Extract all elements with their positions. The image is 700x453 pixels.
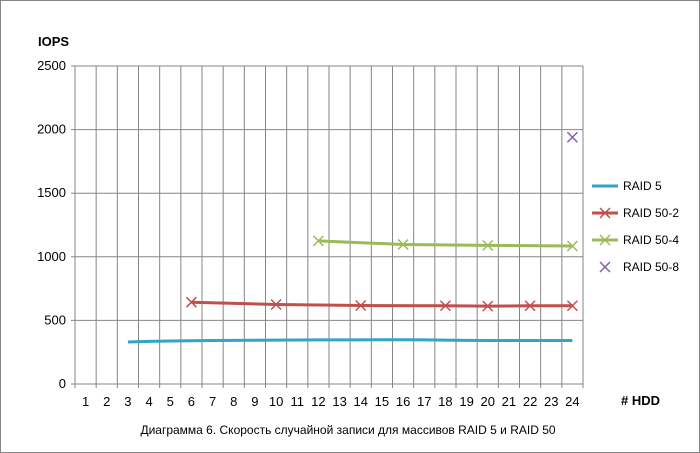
x-tick-label: 2 [103,394,110,409]
data-point-raid-50-2 [355,299,367,312]
y-tick-label: 1500 [37,185,66,200]
legend: RAID 5 RAID 50-2 RAID 50-4 RAID 50-8 [592,179,679,274]
x-tick-label: 17 [417,394,431,409]
data-point-raid-50-4 [312,235,324,247]
x-tick-label: 1 [82,394,89,409]
data-point-raid-50-4 [397,238,409,250]
chart-caption: Диаграмма 6. Скорость случайной записи д… [140,423,555,437]
data-point-raid-50-4 [566,240,578,252]
legend-label-raid-50-8: RAID 50-8 [623,260,679,274]
legend-marker-raid-50-4 [599,234,611,246]
data-point-raid-50-2 [185,296,197,308]
x-tick-label: 19 [459,394,473,409]
legend-label-raid-50-2: RAID 50-2 [623,206,679,220]
x-tick-label: 21 [502,394,516,409]
y-axis-label: IOPS [38,34,69,49]
series-line-raid-50-4 [318,239,573,248]
data-point-raid-50-2 [439,300,451,312]
y-tick-label: 1000 [37,249,66,264]
data-point-raid-50-8 [566,131,578,143]
x-tick-label: 22 [523,394,537,409]
x-tick-label: 10 [269,394,283,409]
x-tick-label: 9 [251,394,258,409]
data-point-raid-50-2 [566,300,578,312]
series-line-raid-5 [127,338,573,344]
x-tick-label: 23 [544,394,558,409]
y-tick-label: 500 [44,312,66,327]
axes [71,65,584,388]
x-axis-label: # HDD [621,393,660,408]
data-point-raid-50-2 [482,300,494,312]
x-tick-label: 20 [481,394,495,409]
x-tick-label: 3 [124,394,131,409]
legend-label-raid-5: RAID 5 [623,179,662,193]
x-tick-label: 4 [145,394,152,409]
x-tick-label: 5 [167,394,174,409]
data-point-raid-50-2 [524,300,536,312]
grid [74,65,584,385]
x-tick-label: 7 [209,394,216,409]
data-point-raid-50-2 [270,298,282,311]
x-tick-label: 12 [311,394,325,409]
data-point-raid-50-4 [482,239,494,251]
x-tick-label: 11 [291,394,305,409]
legend-label-raid-50-4: RAID 50-4 [623,233,679,247]
y-tick-label: 0 [59,376,66,391]
y-tick-label: 2500 [37,58,66,73]
x-tick-label: 13 [332,394,346,409]
legend-marker-raid-50-2 [599,207,611,219]
legend-marker-raid-50-8 [599,261,611,273]
x-tick-label: 6 [188,394,195,409]
x-tick-label: 18 [438,394,452,409]
x-tick-label: 8 [230,394,237,409]
x-tick-label: 16 [396,394,410,409]
y-tick-label: 2000 [37,122,66,137]
series [127,131,578,344]
x-tick-label: 15 [375,394,389,409]
x-tick-label: 14 [354,394,368,409]
x-tick-label: 24 [565,394,579,409]
